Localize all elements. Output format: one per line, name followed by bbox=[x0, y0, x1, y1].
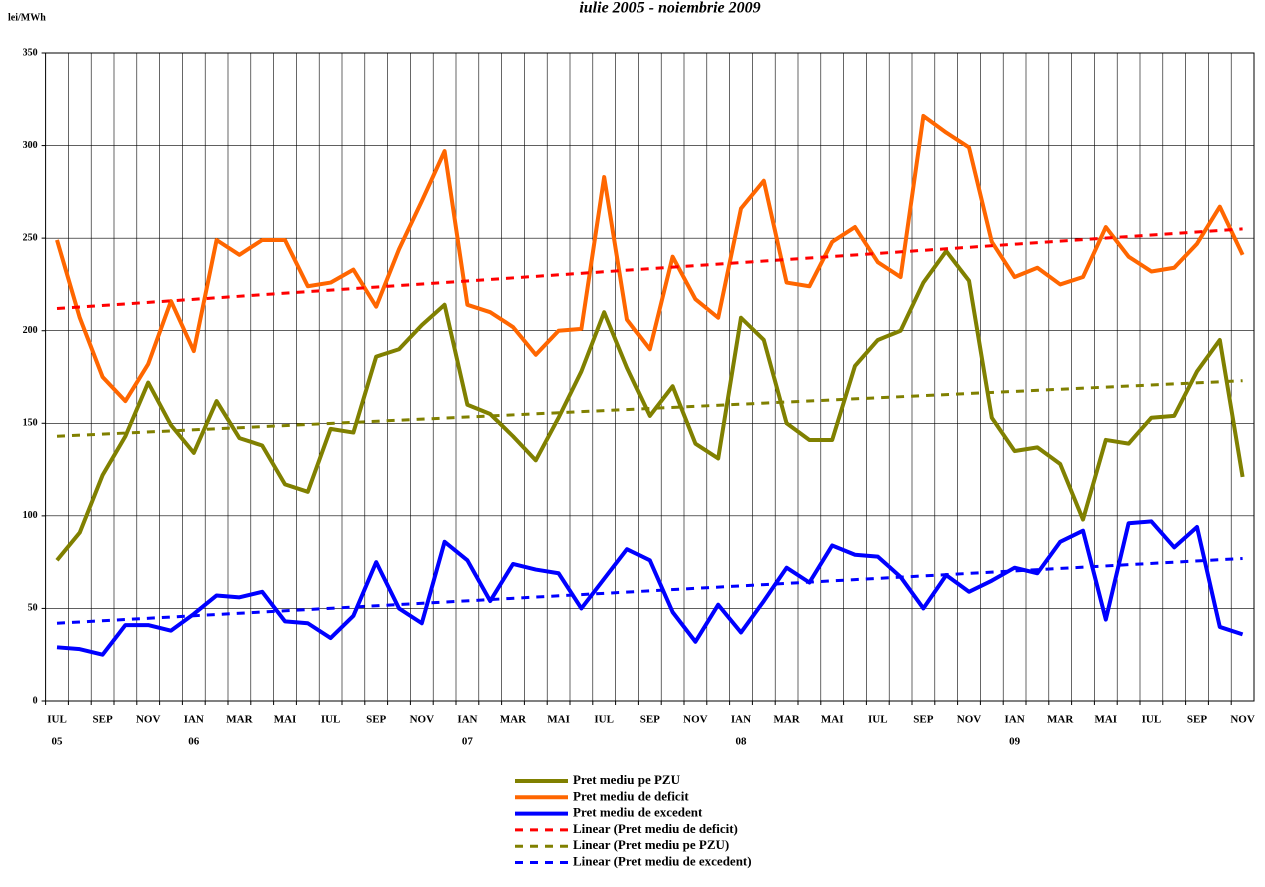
x-tick-label: NOV bbox=[683, 714, 708, 726]
series-line bbox=[56, 519, 1244, 657]
x-tick-label: SEP bbox=[1187, 714, 1207, 726]
x-tick-label: IUL bbox=[594, 714, 614, 726]
x-tick-label: NOV bbox=[1230, 714, 1255, 726]
x-tick-label: NOV bbox=[410, 714, 435, 726]
x-year-label: 05 bbox=[52, 736, 64, 748]
x-tick-label: IAN bbox=[184, 714, 204, 726]
x-tick-label: IAN bbox=[1005, 714, 1025, 726]
x-tick-label: SEP bbox=[640, 714, 660, 726]
y-tick-label: 50 bbox=[28, 603, 38, 614]
x-tick-label: SEP bbox=[366, 714, 386, 726]
x-year-label: 08 bbox=[736, 736, 748, 748]
series-line bbox=[55, 113, 1245, 404]
y-tick-label: 0 bbox=[33, 695, 38, 706]
x-tick-label: SEP bbox=[913, 714, 933, 726]
series-line bbox=[55, 249, 1245, 562]
x-year-label: 06 bbox=[188, 736, 200, 748]
y-tick-label: 100 bbox=[23, 510, 38, 521]
x-tick-label: MAI bbox=[1094, 714, 1117, 726]
x-tick-label: IUL bbox=[1142, 714, 1162, 726]
x-year-label: 07 bbox=[462, 736, 474, 748]
x-tick-label: MAI bbox=[274, 714, 297, 726]
legend-label: Pret mediu de deficit bbox=[573, 788, 689, 803]
y-tick-label: 150 bbox=[23, 418, 38, 429]
x-tick-label: IAN bbox=[731, 714, 751, 726]
x-tick-label: IUL bbox=[868, 714, 888, 726]
plot-border bbox=[45, 52, 1255, 702]
y-tick-label: 250 bbox=[23, 232, 38, 243]
legend-label: Pret mediu de excedent bbox=[573, 805, 703, 820]
x-tick-label: MAR bbox=[500, 714, 527, 726]
legend-label: Linear (Pret mediu pe PZU) bbox=[573, 837, 729, 852]
x-tick-label: MAI bbox=[821, 714, 844, 726]
y-tick-label: 350 bbox=[23, 47, 38, 58]
trend-line bbox=[56, 556, 1243, 625]
x-tick-label: MAR bbox=[1047, 714, 1074, 726]
legend-label: Pret mediu pe PZU bbox=[573, 772, 681, 787]
y-tick-label: 300 bbox=[23, 140, 38, 151]
legend-label: Linear (Pret mediu de deficit) bbox=[573, 821, 738, 836]
x-tick-label: NOV bbox=[136, 714, 161, 726]
x-tick-label: SEP bbox=[93, 714, 113, 726]
y-tick-label: 200 bbox=[23, 325, 38, 336]
trend-line bbox=[56, 379, 1243, 438]
x-year-label: 09 bbox=[1009, 736, 1021, 748]
x-tick-label: MAI bbox=[547, 714, 570, 726]
x-tick-label: MAR bbox=[773, 714, 800, 726]
legend-label: Linear (Pret mediu de excedent) bbox=[573, 853, 752, 868]
x-tick-label: IUL bbox=[321, 714, 341, 726]
chart-title: iulie 2005 - noiembrie 2009 bbox=[579, 0, 760, 17]
x-tick-label: MAR bbox=[226, 714, 253, 726]
x-tick-label: NOV bbox=[957, 714, 982, 726]
y-axis-label: lei/MWh bbox=[8, 12, 46, 23]
x-tick-label: IAN bbox=[457, 714, 477, 726]
x-tick-label: IUL bbox=[47, 714, 67, 726]
trend-line bbox=[56, 227, 1243, 310]
